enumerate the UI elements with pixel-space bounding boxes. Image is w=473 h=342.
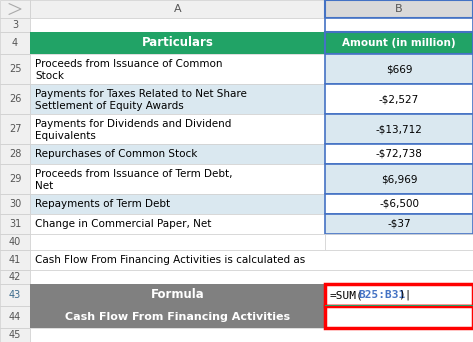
Text: -$13,712: -$13,712: [376, 124, 422, 134]
Bar: [30, 0, 325, 18]
Bar: [0, 144, 30, 164]
Text: -$2,527: -$2,527: [379, 94, 419, 104]
Text: -$72,738: -$72,738: [376, 149, 422, 159]
Text: 29: 29: [9, 174, 21, 184]
Text: A: A: [174, 4, 181, 14]
Text: 42: 42: [9, 272, 21, 282]
Bar: [325, 214, 473, 234]
Bar: [0, 0, 30, 18]
Text: 30: 30: [9, 199, 21, 209]
Bar: [30, 164, 325, 194]
Bar: [0, 84, 30, 114]
Bar: [0, 18, 30, 32]
Bar: [30, 214, 325, 234]
Text: 27: 27: [9, 124, 21, 134]
Text: Cash Flow From Financing Activities is calculated as: Cash Flow From Financing Activities is c…: [35, 255, 305, 265]
Bar: [30, 194, 325, 214]
Bar: [325, 32, 473, 54]
Text: 25: 25: [9, 64, 21, 74]
Text: Cash Flow From Financing Activities: Cash Flow From Financing Activities: [65, 312, 290, 322]
Bar: [325, 194, 473, 214]
Text: $6,969: $6,969: [381, 174, 417, 184]
Text: -$6,500: -$6,500: [379, 199, 419, 209]
Bar: [30, 328, 473, 342]
Bar: [0, 164, 30, 194]
Text: Stock: Stock: [35, 71, 64, 81]
Text: =SUM(: =SUM(: [330, 290, 364, 300]
Text: 28: 28: [9, 149, 21, 159]
Bar: [0, 270, 30, 284]
Text: -$87,876: -$87,876: [366, 311, 432, 324]
Bar: [325, 54, 473, 84]
Bar: [30, 270, 473, 284]
Text: Repayments of Term Debt: Repayments of Term Debt: [35, 199, 170, 209]
Bar: [0, 114, 30, 144]
Text: )|: )|: [398, 290, 412, 300]
Bar: [0, 32, 30, 54]
Text: Proceeds from Issuance of Common: Proceeds from Issuance of Common: [35, 58, 222, 69]
Text: B25:B31: B25:B31: [358, 290, 405, 300]
Bar: [0, 234, 30, 250]
Bar: [0, 194, 30, 214]
Text: Proceeds from Issuance of Term Debt,: Proceeds from Issuance of Term Debt,: [35, 169, 233, 179]
Bar: [325, 84, 473, 114]
Text: $669: $669: [386, 64, 412, 74]
Bar: [325, 18, 473, 32]
Text: 4: 4: [12, 38, 18, 48]
Bar: [325, 144, 473, 164]
Text: Amount (in million): Amount (in million): [342, 38, 456, 48]
Bar: [325, 306, 473, 328]
Text: 31: 31: [9, 219, 21, 229]
Text: Payments for Dividends and Dividend: Payments for Dividends and Dividend: [35, 119, 231, 129]
Text: B: B: [395, 4, 403, 14]
Text: 43: 43: [9, 290, 21, 300]
Bar: [325, 234, 473, 250]
Bar: [30, 250, 473, 270]
Bar: [30, 54, 325, 84]
Bar: [325, 164, 473, 194]
Text: 45: 45: [9, 330, 21, 340]
Text: 26: 26: [9, 94, 21, 104]
Bar: [0, 250, 30, 270]
Bar: [30, 84, 325, 114]
Bar: [30, 32, 325, 54]
Bar: [325, 114, 473, 144]
Bar: [0, 54, 30, 84]
Bar: [30, 284, 325, 306]
Bar: [0, 328, 30, 342]
Bar: [0, 214, 30, 234]
Text: 40: 40: [9, 237, 21, 247]
Bar: [325, 0, 473, 18]
Bar: [325, 284, 473, 306]
Text: Settlement of Equity Awards: Settlement of Equity Awards: [35, 101, 184, 111]
Bar: [30, 144, 325, 164]
Bar: [30, 234, 325, 250]
Text: Net: Net: [35, 181, 53, 191]
Text: Repurchases of Common Stock: Repurchases of Common Stock: [35, 149, 197, 159]
Text: Payments for Taxes Related to Net Share: Payments for Taxes Related to Net Share: [35, 89, 247, 98]
Text: 44: 44: [9, 312, 21, 322]
Bar: [325, 304, 473, 306]
Bar: [30, 18, 325, 32]
Text: -$37: -$37: [387, 219, 411, 229]
Text: 3: 3: [12, 20, 18, 30]
Text: Formula: Formula: [150, 289, 204, 302]
Text: 41: 41: [9, 255, 21, 265]
Bar: [30, 114, 325, 144]
Text: Particulars: Particulars: [141, 37, 213, 50]
Bar: [30, 306, 325, 328]
Text: Change in Commercial Paper, Net: Change in Commercial Paper, Net: [35, 219, 211, 229]
Bar: [0, 284, 30, 306]
Bar: [0, 306, 30, 328]
Text: Equivalents: Equivalents: [35, 131, 96, 141]
